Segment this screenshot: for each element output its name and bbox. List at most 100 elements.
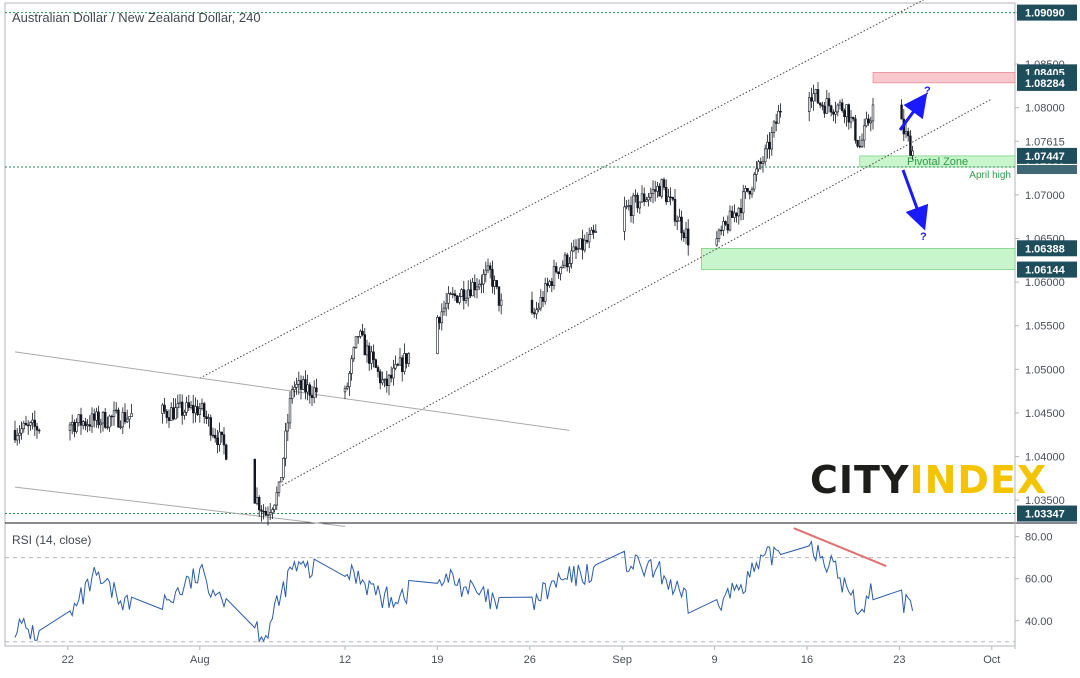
zone-label: Pivotal Zone bbox=[907, 156, 968, 168]
candle-body bbox=[537, 307, 540, 311]
price-badge-label: 1.03347 bbox=[1025, 509, 1065, 521]
candle-body bbox=[121, 412, 125, 428]
y-tick-label: 1.06000 bbox=[1025, 277, 1065, 289]
candle-body bbox=[110, 415, 114, 418]
candle-body bbox=[356, 336, 360, 338]
candle-body bbox=[909, 135, 912, 156]
candle-body bbox=[737, 207, 741, 217]
candle-body bbox=[640, 193, 644, 203]
city-index-logo: CITYINDEX bbox=[810, 458, 1048, 502]
candle-body bbox=[722, 221, 725, 231]
zone-support bbox=[701, 247, 1016, 270]
candle-body bbox=[398, 357, 402, 366]
candle-body bbox=[728, 210, 732, 231]
arrow-down bbox=[901, 169, 929, 231]
candle-body bbox=[546, 283, 549, 286]
candle-body bbox=[211, 434, 215, 437]
candle-body bbox=[752, 174, 756, 190]
candle-body bbox=[594, 231, 598, 233]
candles bbox=[13, 82, 914, 526]
candle-body bbox=[759, 161, 763, 164]
candle-body bbox=[90, 413, 94, 427]
candle-body bbox=[466, 289, 470, 299]
zone-resistance bbox=[872, 72, 1016, 84]
candle-body bbox=[264, 510, 267, 516]
candle-body bbox=[761, 161, 765, 164]
candle-body bbox=[172, 407, 175, 420]
candle-body bbox=[592, 229, 595, 233]
candle-body bbox=[277, 481, 281, 493]
candle-body bbox=[403, 353, 406, 372]
candle-body bbox=[123, 412, 127, 423]
candle-body bbox=[205, 416, 208, 419]
candle-body bbox=[829, 105, 833, 113]
candle-body bbox=[473, 281, 476, 291]
candle-body bbox=[455, 295, 459, 303]
candle-body bbox=[387, 374, 391, 386]
candle-body bbox=[554, 266, 558, 273]
candle-body bbox=[541, 297, 545, 302]
candle-body bbox=[343, 388, 347, 393]
candle-body bbox=[266, 514, 270, 516]
candle-body bbox=[647, 197, 650, 201]
candle-body bbox=[645, 199, 648, 202]
candle-body bbox=[275, 491, 278, 506]
candle-body bbox=[497, 286, 501, 306]
candle-body bbox=[128, 416, 131, 420]
candle-body bbox=[658, 185, 661, 197]
price-badge bbox=[1017, 505, 1077, 522]
candle-body bbox=[726, 223, 730, 231]
price-badge bbox=[1017, 4, 1077, 21]
candle-body bbox=[629, 205, 633, 216]
candle-body bbox=[460, 289, 463, 297]
candle-body bbox=[383, 378, 386, 381]
candle-body bbox=[651, 189, 655, 194]
candle-body bbox=[818, 102, 822, 106]
horizontal-line-label: April high bbox=[969, 170, 1011, 181]
candle-body bbox=[772, 121, 776, 133]
candle-body bbox=[482, 274, 485, 285]
candle-body bbox=[667, 196, 670, 203]
candle-body bbox=[572, 246, 576, 252]
candle-body bbox=[715, 238, 719, 246]
candle-body bbox=[854, 118, 857, 141]
candle-body bbox=[299, 380, 303, 390]
candle-body bbox=[590, 229, 593, 236]
candle-body bbox=[735, 212, 738, 217]
candle-body bbox=[354, 336, 358, 348]
candle-body bbox=[539, 297, 543, 309]
candle-body bbox=[407, 353, 410, 364]
candle-body bbox=[741, 191, 745, 214]
candle-body bbox=[669, 196, 672, 198]
candle-body bbox=[816, 89, 820, 104]
candle-body bbox=[31, 419, 34, 423]
candle-body bbox=[73, 421, 76, 432]
candle-body bbox=[99, 422, 103, 426]
candle-body bbox=[812, 93, 815, 102]
candle-body bbox=[365, 345, 369, 356]
candle-body bbox=[389, 374, 393, 379]
candle-body bbox=[484, 269, 487, 275]
candle-body bbox=[827, 98, 831, 107]
candle-body bbox=[68, 424, 72, 431]
candle-body bbox=[671, 197, 675, 200]
candle-body bbox=[29, 422, 32, 426]
candle-body bbox=[807, 97, 811, 112]
candle-body bbox=[625, 205, 628, 208]
candle-body bbox=[24, 422, 28, 426]
y-tick-label: 1.07615 bbox=[1025, 136, 1065, 148]
candle-body bbox=[458, 296, 461, 303]
candle-body bbox=[115, 409, 118, 412]
arrow-down-question: ? bbox=[920, 231, 927, 243]
candle-body bbox=[543, 283, 547, 302]
candle-body bbox=[561, 264, 565, 268]
candle-body bbox=[207, 417, 210, 419]
candle-body bbox=[306, 384, 309, 393]
candle-body bbox=[71, 421, 74, 426]
candle-body bbox=[79, 414, 83, 426]
candle-body bbox=[442, 307, 446, 313]
candle-body bbox=[471, 281, 474, 297]
candle-body bbox=[660, 179, 664, 197]
candle-body bbox=[189, 404, 193, 408]
candle-body bbox=[203, 403, 206, 417]
